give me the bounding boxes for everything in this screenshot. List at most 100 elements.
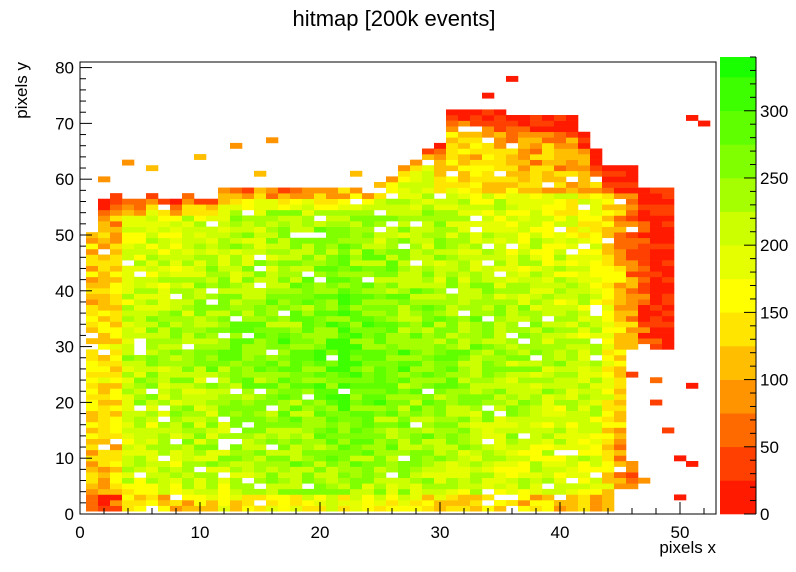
heatmap-cell [542,248,555,255]
heatmap-cell [470,170,483,177]
heatmap-cell [398,237,411,244]
heatmap-cell [314,338,327,345]
heatmap-cell [206,477,219,484]
heatmap-cell [650,198,663,205]
heatmap-cell [446,388,459,395]
heatmap-cell [338,377,351,384]
heatmap-cell [218,265,231,272]
heatmap-cell [638,265,651,272]
heatmap-cell [146,488,159,495]
heatmap-cell [614,271,627,278]
heatmap-cell [182,198,195,205]
heatmap-cell [482,338,495,345]
heatmap-cell [422,494,435,501]
heatmap-cell [194,438,207,445]
heatmap-cell [446,187,459,194]
heatmap-cell [434,427,447,434]
heatmap-cell [626,165,639,172]
heatmap-cell [578,260,591,266]
heatmap-cell [542,254,555,261]
heatmap-cell [398,472,411,479]
heatmap-cell [242,237,255,244]
heatmap-cell [470,472,483,479]
heatmap-cell [278,438,291,445]
heatmap-cell [338,204,351,211]
heatmap-cell [134,371,147,378]
heatmap-cell [386,366,399,372]
heatmap-cell [230,304,243,311]
heatmap-cell [638,332,651,339]
heatmap-cell [326,371,339,378]
heatmap-cell [494,405,507,412]
heatmap-cell [134,382,147,389]
heatmap-cell [290,494,303,501]
heatmap-cell [398,427,411,434]
heatmap-cell [278,315,291,322]
heatmap-cell [386,399,399,406]
heatmap-cell [206,488,219,495]
heatmap-cell [98,198,111,205]
heatmap-cell [542,488,555,495]
heatmap-cell [266,248,279,255]
heatmap-cell [326,449,339,456]
heatmap-cell [326,276,339,283]
heatmap-cell [86,371,99,378]
heatmap-cell [542,366,555,372]
heatmap-cell [518,288,531,294]
heatmap-cell [350,505,363,512]
heatmap-cell [422,226,435,233]
heatmap-cell [182,260,195,266]
heatmap-cell [194,293,207,300]
heatmap-cell [302,438,315,445]
heatmap-cell [374,232,387,239]
heatmap-cell [530,488,543,495]
heatmap-cell [374,449,387,456]
heatmap-cell [134,232,147,239]
heatmap-cell [590,159,603,166]
heatmap-cell [566,288,579,294]
heatmap-cell [482,421,495,428]
heatmap-cell [554,215,567,222]
heatmap-cell [518,455,531,462]
heatmap-cell [86,293,99,300]
heatmap-cell [362,416,375,423]
heatmap-cell [278,293,291,300]
heatmap-cell [242,221,255,227]
heatmap-cell [350,170,363,177]
heatmap-cell [350,187,363,194]
heatmap-cell [434,248,447,255]
heatmap-cell [314,310,327,317]
heatmap-cell [602,226,615,233]
heatmap-cell [590,444,603,451]
heatmap-cell [134,260,147,266]
heatmap-cell [590,399,603,406]
heatmap-cell [458,265,471,272]
heatmap-cell [554,120,567,127]
heatmap-cell [446,243,459,250]
heatmap-cell [470,198,483,205]
heatmap-cell [398,321,411,328]
heatmap-cell [350,204,363,211]
heatmap-cell [494,416,507,423]
heatmap-cell [374,405,387,412]
heatmap-cell [494,343,507,350]
heatmap-cell [86,299,99,306]
heatmap-cell [314,332,327,339]
heatmap-cell [650,254,663,261]
heatmap-cell [458,293,471,300]
heatmap-cell [398,165,411,172]
heatmap-cell [350,399,363,406]
heatmap-cell [230,193,243,200]
heatmap-cell [542,343,555,350]
heatmap-cell [566,427,579,434]
heatmap-cell [302,382,315,389]
heatmap-cell [266,288,279,294]
heatmap-cell [326,433,339,439]
heatmap-cell [578,416,591,423]
heatmap-cell [182,349,195,356]
heatmap-cell [566,181,579,188]
heatmap-cell [398,176,411,183]
heatmap-cell [446,416,459,423]
heatmap-cell [170,248,183,255]
heatmap-cell [650,399,663,406]
